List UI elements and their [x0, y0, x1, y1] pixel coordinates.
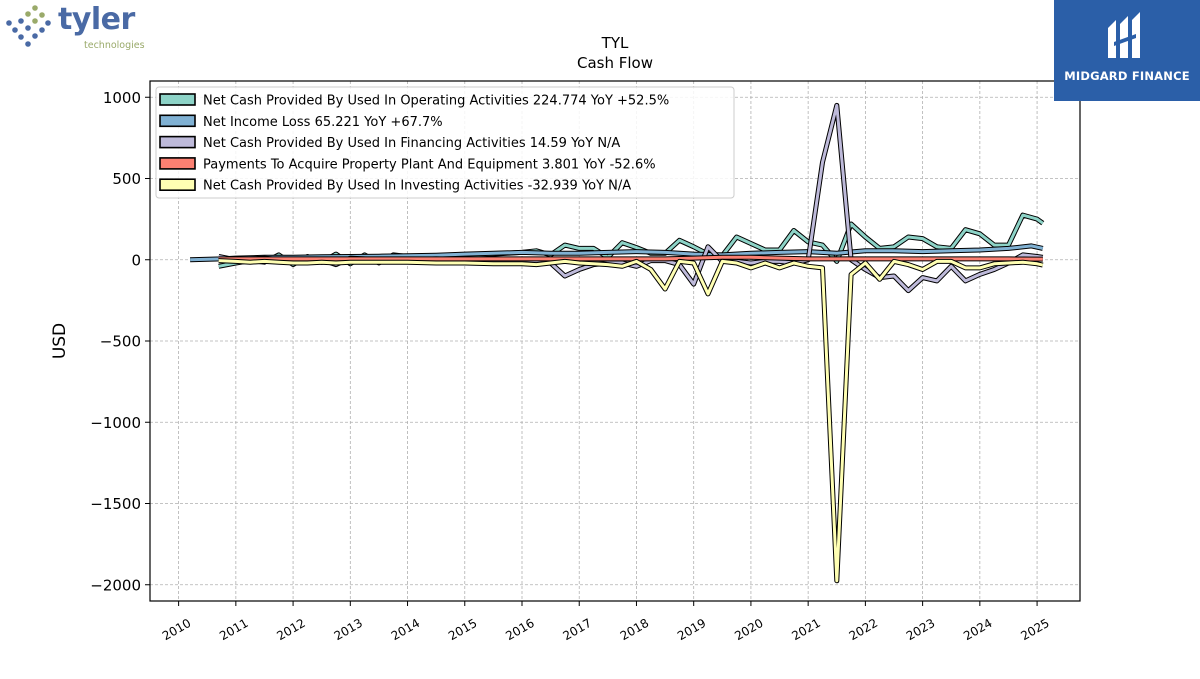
midgard-finance-logo: MIDGARD FINANCE: [1054, 0, 1200, 101]
chart-subtitle: Cash Flow: [577, 54, 653, 72]
y-tick-label: −500: [100, 333, 141, 351]
y-tick-label: 0: [131, 251, 141, 269]
x-tick-label: 2021: [789, 616, 822, 643]
midgard-finance-text: MIDGARD FINANCE: [1064, 69, 1190, 83]
tyler-logo-word: tyler: [58, 2, 135, 37]
midgard-emblem-icon: [1108, 12, 1140, 58]
x-tick-label: 2023: [904, 616, 937, 643]
series-line: [218, 255, 1043, 261]
x-tick-label: 2018: [618, 616, 651, 643]
legend-swatch: [159, 93, 196, 106]
y-tick-label: −1000: [90, 414, 141, 432]
y-tick-label: −2000: [90, 576, 141, 594]
legend-entry-label: Payments To Acquire Property Plant And E…: [203, 157, 656, 172]
x-tick-label: 2013: [332, 616, 365, 643]
legend-swatch: [159, 135, 196, 149]
x-tick-label: 2024: [961, 616, 994, 643]
x-tick-label: 2015: [446, 616, 479, 643]
y-axis-label: USD: [50, 323, 70, 359]
legend-entry-label: Net Income Loss 65.221 YoY +67.7%: [203, 115, 443, 130]
legend: Net Cash Provided By Used In Operating A…: [155, 86, 735, 199]
x-tick-label: 2016: [503, 616, 536, 643]
legend-swatch: [159, 114, 196, 128]
legend-entry-label: Net Cash Provided By Used In Investing A…: [203, 179, 631, 194]
x-tick-label: 2017: [561, 616, 594, 643]
series-line-outline: [218, 258, 1044, 584]
tyler-logo-subtext: technologies: [84, 40, 145, 51]
chart-title: TYL: [601, 34, 629, 52]
legend-entry-label: Net Cash Provided By Used In Operating A…: [203, 94, 669, 109]
tyler-dots-icon: [6, 5, 51, 47]
x-tick-label: 2022: [847, 616, 880, 643]
legend-entry-label: Net Cash Provided By Used In Financing A…: [203, 136, 620, 151]
x-tick-label: 2025: [1018, 616, 1051, 643]
series-line: [218, 259, 1044, 583]
x-tick-label: 2010: [160, 616, 193, 643]
x-tick-label: 2012: [274, 616, 307, 643]
legend-swatch: [159, 157, 196, 170]
legend-swatch: [159, 178, 196, 191]
y-tick-label: 1000: [103, 89, 141, 107]
legend-box: [155, 86, 735, 199]
x-tick-label: 2014: [389, 616, 422, 643]
series-group: [190, 102, 1045, 584]
x-tick-label: 2019: [675, 616, 708, 643]
x-tick-label: 2020: [732, 616, 765, 643]
x-tick-label: 2011: [217, 616, 250, 643]
y-tick-label: 500: [112, 170, 141, 188]
y-tick-label: −1500: [90, 495, 141, 513]
